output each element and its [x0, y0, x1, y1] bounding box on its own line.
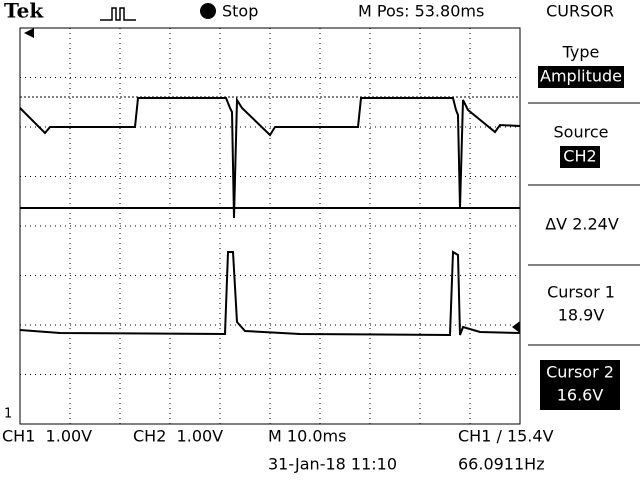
menu-value[interactable]: CH2 — [563, 147, 596, 166]
date: 31-Jan-18 11:10 — [268, 455, 397, 474]
trigger-icon — [100, 7, 136, 21]
level-marker — [512, 321, 520, 333]
menu-title: CURSOR — [546, 2, 614, 21]
trace-upper — [19, 96, 521, 219]
status: Stop — [222, 2, 258, 21]
ch1-scale: CH1 1.00V — [2, 427, 92, 446]
trigger: CH1 / 15.4V — [458, 427, 554, 446]
menu: Type Amplitude Source CH2 ΔV 2.24V Curso… — [528, 43, 640, 410]
trace-lower — [19, 250, 521, 337]
brand: Tek — [4, 0, 44, 23]
ch2-scale: CH2 1.00V — [133, 427, 223, 446]
trigger-marker — [24, 28, 34, 38]
graticule — [19, 27, 521, 425]
menu-readout: ΔV 2.24V — [545, 215, 619, 234]
menu-label[interactable]: Type — [562, 43, 600, 62]
menu-label[interactable]: Source — [554, 123, 609, 142]
position: M Pos: 53.80ms — [358, 2, 484, 21]
menu-label[interactable]: Cursor 2 — [546, 363, 614, 382]
menu-label[interactable]: Cursor 1 — [547, 283, 615, 302]
frequency: 66.0911Hz — [458, 455, 545, 474]
run-indicator — [200, 3, 216, 19]
menu-value[interactable]: Amplitude — [540, 67, 622, 86]
menu-value[interactable]: 16.6V — [557, 386, 604, 405]
timebase: M 10.0ms — [268, 427, 346, 446]
menu-value[interactable]: 18.9V — [558, 306, 605, 325]
channel-marker: 1 — [4, 407, 12, 422]
